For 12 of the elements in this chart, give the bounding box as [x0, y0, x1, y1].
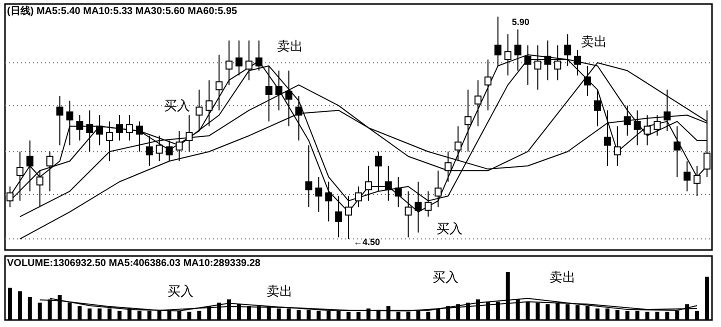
annotation: 卖出: [277, 38, 304, 54]
annotation: 5.90: [512, 16, 530, 27]
annotation: 卖出: [549, 270, 576, 285]
annotation: ←4.50: [354, 237, 380, 248]
chart-title: (日线) MA5:5.40 MA10:5.33 MA30:5.60 MA60:5.95: [7, 5, 238, 17]
annotation: 卖出: [266, 284, 293, 299]
annotation: 买入: [436, 220, 462, 236]
annotation: 买入: [164, 98, 190, 113]
chart-title: VOLUME:1306932.50 MA5:406386.03 MA10:289339.28: [7, 258, 261, 269]
annotation: 买入: [168, 284, 194, 299]
annotation: 买入: [432, 270, 459, 285]
annotation: 卖出: [581, 34, 608, 49]
